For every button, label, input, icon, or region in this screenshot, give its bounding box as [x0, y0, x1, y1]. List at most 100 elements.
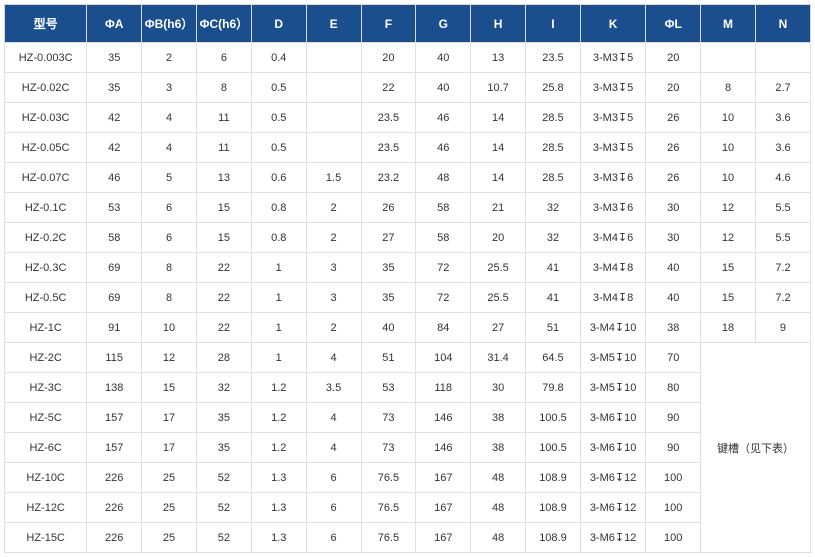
cell-N: 5.5 — [755, 223, 810, 253]
cell-G: 40 — [416, 43, 471, 73]
cell-G: 146 — [416, 403, 471, 433]
cell-L: 26 — [646, 163, 701, 193]
cell-A: 42 — [87, 103, 142, 133]
cell-G: 40 — [416, 73, 471, 103]
col-A: ΦA — [87, 5, 142, 43]
cell-E: 3 — [306, 283, 361, 313]
cell-N: 7.2 — [755, 253, 810, 283]
cell-I: 25.8 — [526, 73, 581, 103]
cell-E: 4 — [306, 403, 361, 433]
cell-B: 6 — [142, 193, 197, 223]
cell-K: 3-M4↧10 — [580, 313, 645, 343]
cell-C: 22 — [196, 283, 251, 313]
cell-G: 58 — [416, 193, 471, 223]
cell-I: 41 — [526, 283, 581, 313]
cell-F: 53 — [361, 373, 416, 403]
table-row: HZ-15C22625521.3676.516748108.93-M6↧1210… — [5, 523, 811, 553]
cell-C: 28 — [196, 343, 251, 373]
header-row: 型号 ΦA ΦB(h6） ΦC(h6） D E F G H I K ΦL M N — [5, 5, 811, 43]
cell-F: 23.2 — [361, 163, 416, 193]
cell-F: 20 — [361, 43, 416, 73]
cell-K: 3-M6↧12 — [580, 523, 645, 553]
cell-C: 35 — [196, 433, 251, 463]
cell-merged-note: 键槽（见下表） — [701, 343, 811, 553]
col-I: I — [526, 5, 581, 43]
cell-D: 0.6 — [251, 163, 306, 193]
col-N: N — [755, 5, 810, 43]
table-body: HZ-0.003C35260.420401323.53-M3↧520HZ-0.0… — [5, 43, 811, 553]
cell-A: 58 — [87, 223, 142, 253]
table-row: HZ-0.1C536150.82265821323-M3↧630125.5 — [5, 193, 811, 223]
cell-H: 48 — [471, 523, 526, 553]
cell-L: 20 — [646, 73, 701, 103]
cell-D: 1.2 — [251, 403, 306, 433]
cell-H: 38 — [471, 403, 526, 433]
cell-L: 30 — [646, 223, 701, 253]
cell-C: 32 — [196, 373, 251, 403]
cell-D: 1.3 — [251, 493, 306, 523]
cell-N — [755, 43, 810, 73]
spec-table: 型号 ΦA ΦB(h6） ΦC(h6） D E F G H I K ΦL M N… — [4, 4, 811, 553]
cell-E: 6 — [306, 493, 361, 523]
cell-L: 70 — [646, 343, 701, 373]
cell-A: 46 — [87, 163, 142, 193]
col-L: ΦL — [646, 5, 701, 43]
cell-K: 3-M4↧8 — [580, 253, 645, 283]
cell-E: 6 — [306, 523, 361, 553]
cell-M: 10 — [701, 103, 756, 133]
cell-model: HZ-10C — [5, 463, 87, 493]
cell-L: 40 — [646, 283, 701, 313]
cell-M: 10 — [701, 163, 756, 193]
cell-L: 100 — [646, 463, 701, 493]
cell-N: 7.2 — [755, 283, 810, 313]
cell-B: 25 — [142, 523, 197, 553]
cell-I: 64.5 — [526, 343, 581, 373]
cell-model: HZ-3C — [5, 373, 87, 403]
table-row: HZ-6C15717351.247314638100.53-M6↧1090 — [5, 433, 811, 463]
cell-L: 30 — [646, 193, 701, 223]
cell-E: 4 — [306, 343, 361, 373]
cell-H: 14 — [471, 133, 526, 163]
cell-A: 53 — [87, 193, 142, 223]
cell-F: 76.5 — [361, 523, 416, 553]
col-C: ΦC(h6） — [196, 5, 251, 43]
cell-A: 115 — [87, 343, 142, 373]
cell-K: 3-M3↧5 — [580, 43, 645, 73]
cell-F: 76.5 — [361, 493, 416, 523]
cell-G: 167 — [416, 523, 471, 553]
cell-I: 28.5 — [526, 163, 581, 193]
cell-L: 100 — [646, 523, 701, 553]
table-row: HZ-5C15717351.247314638100.53-M6↧1090 — [5, 403, 811, 433]
cell-G: 167 — [416, 493, 471, 523]
cell-K: 3-M6↧12 — [580, 493, 645, 523]
cell-M: 12 — [701, 193, 756, 223]
cell-F: 22 — [361, 73, 416, 103]
table-row: HZ-0.05C424110.523.5461428.53-M3↧526103.… — [5, 133, 811, 163]
cell-M: 12 — [701, 223, 756, 253]
cell-C: 52 — [196, 463, 251, 493]
cell-A: 69 — [87, 283, 142, 313]
cell-K: 3-M3↧5 — [580, 103, 645, 133]
cell-G: 48 — [416, 163, 471, 193]
col-F: F — [361, 5, 416, 43]
cell-D: 1 — [251, 343, 306, 373]
cell-H: 38 — [471, 433, 526, 463]
cell-K: 3-M6↧10 — [580, 433, 645, 463]
table-row: HZ-0.2C586150.82275820323-M4↧630125.5 — [5, 223, 811, 253]
cell-G: 72 — [416, 283, 471, 313]
cell-I: 100.5 — [526, 433, 581, 463]
cell-K: 3-M6↧12 — [580, 463, 645, 493]
cell-I: 108.9 — [526, 463, 581, 493]
table-row: HZ-1C91102212408427513-M4↧1038189 — [5, 313, 811, 343]
cell-F: 35 — [361, 283, 416, 313]
cell-E: 2 — [306, 313, 361, 343]
cell-D: 0.5 — [251, 133, 306, 163]
cell-D: 1.2 — [251, 433, 306, 463]
cell-B: 17 — [142, 403, 197, 433]
cell-L: 40 — [646, 253, 701, 283]
cell-K: 3-M5↧10 — [580, 343, 645, 373]
cell-F: 26 — [361, 193, 416, 223]
cell-H: 48 — [471, 493, 526, 523]
cell-L: 38 — [646, 313, 701, 343]
cell-E — [306, 133, 361, 163]
